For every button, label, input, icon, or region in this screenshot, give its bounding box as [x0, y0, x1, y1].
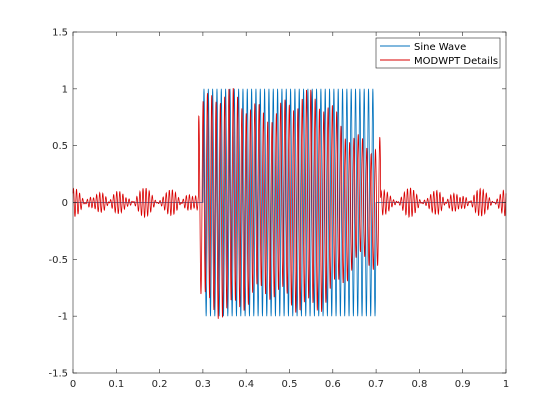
- x-tick-label: 0.4: [238, 379, 254, 390]
- x-tick-label: 0.7: [368, 379, 384, 390]
- y-tick-label: -1: [58, 312, 68, 323]
- y-tick-label: 0.5: [52, 141, 68, 152]
- series-line-modwpt-details: [72, 88, 507, 319]
- x-tick-label: 1: [503, 379, 509, 390]
- x-tick-label: 0.1: [108, 379, 124, 390]
- x-tick-label: 0.2: [152, 379, 168, 390]
- legend: Sine Wave MODWPT Details: [375, 37, 501, 69]
- x-tick-label: 0.9: [455, 379, 471, 390]
- y-tick-label: 0: [62, 198, 68, 209]
- legend-label-modwpt-details: MODWPT Details: [414, 56, 498, 67]
- x-tick-label: 0.8: [411, 379, 427, 390]
- x-tick-label: 0: [70, 379, 76, 390]
- x-tick-label: 0.6: [325, 379, 341, 390]
- x-tick-label: 0.5: [282, 379, 298, 390]
- series-layer: [72, 88, 507, 319]
- x-tick-label: 0.3: [195, 379, 211, 390]
- y-tick-label: 1.5: [52, 28, 68, 39]
- y-tick-label: -0.5: [48, 255, 68, 266]
- y-tick-label: -1.5: [48, 369, 68, 380]
- y-tick-label: 1: [62, 84, 68, 95]
- axes-layer: 0 0.1 0.2 0.3 0.4 0.5 0.6 0.7 0.8 0.9 1 -1.5 -1 -0.5 0…: [48, 28, 509, 391]
- legend-box: [375, 37, 501, 69]
- legend-label-sine-wave: Sine Wave: [414, 42, 466, 53]
